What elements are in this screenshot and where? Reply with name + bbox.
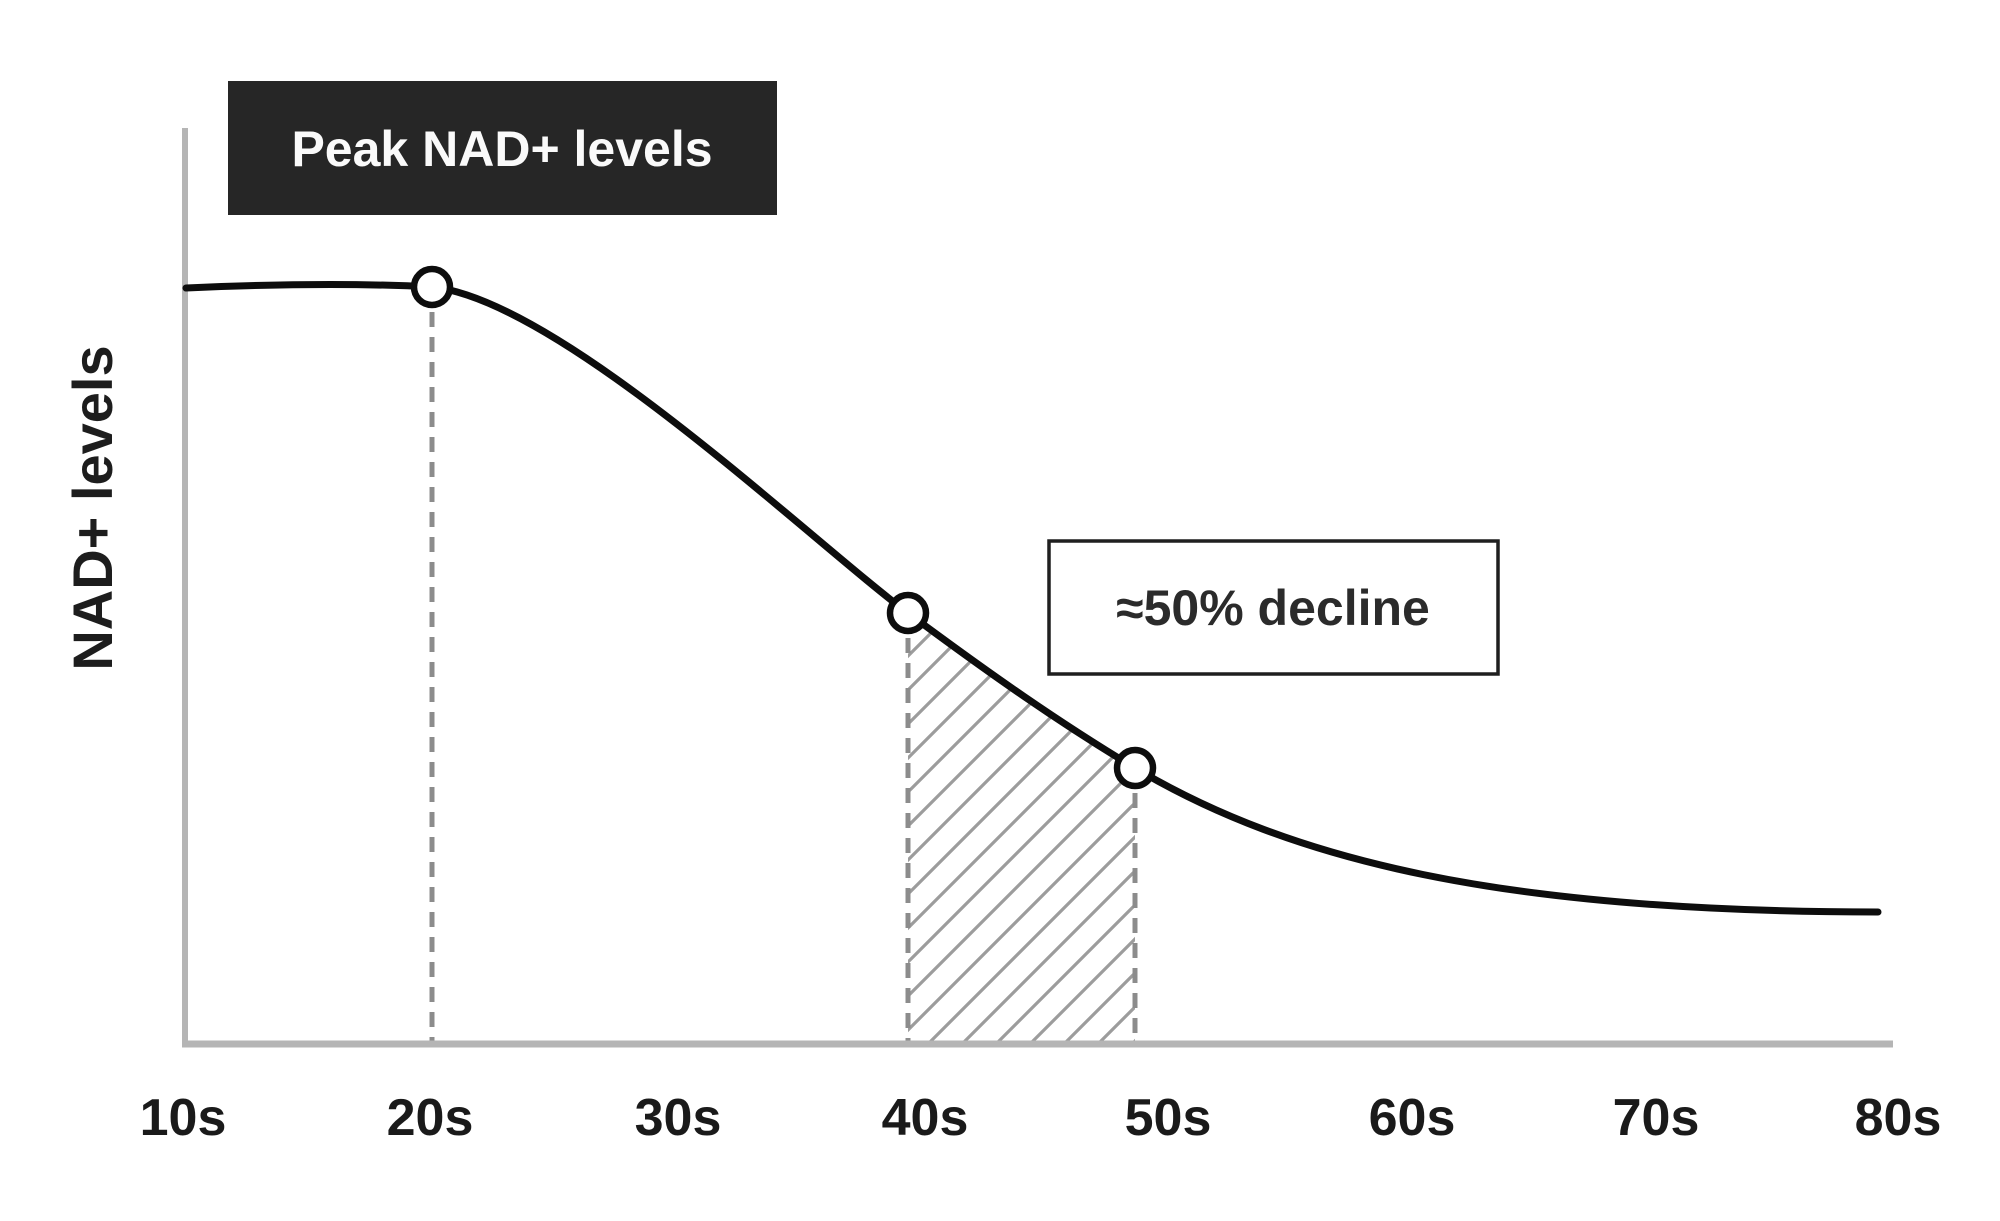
peak-data-point-marker <box>410 265 454 309</box>
decline-label-text: ≈50% decline <box>1116 580 1430 636</box>
x-tick-label-40s: 40s <box>882 1089 969 1147</box>
peak-label-box <box>228 81 777 215</box>
x-tick-label-10s: 10s <box>140 1089 227 1147</box>
x-tick-label-60s: 60s <box>1369 1089 1456 1147</box>
y-axis-label: NAD+ levels <box>61 345 124 670</box>
decline-start-data-point-marker <box>886 591 930 635</box>
decline-end-data-point-marker <box>1113 746 1157 790</box>
x-tick-label-30s: 30s <box>635 1089 722 1147</box>
decline-hatched-area <box>908 613 1135 1041</box>
x-tick-label-20s: 20s <box>387 1089 474 1147</box>
x-tick-label-50s: 50s <box>1125 1089 1212 1147</box>
x-tick-label-70s: 70s <box>1613 1089 1700 1147</box>
x-tick-label-80s: 80s <box>1855 1089 1942 1147</box>
peak-label-text: Peak NAD+ levels <box>291 121 712 177</box>
decline-label-box <box>1047 539 1500 676</box>
